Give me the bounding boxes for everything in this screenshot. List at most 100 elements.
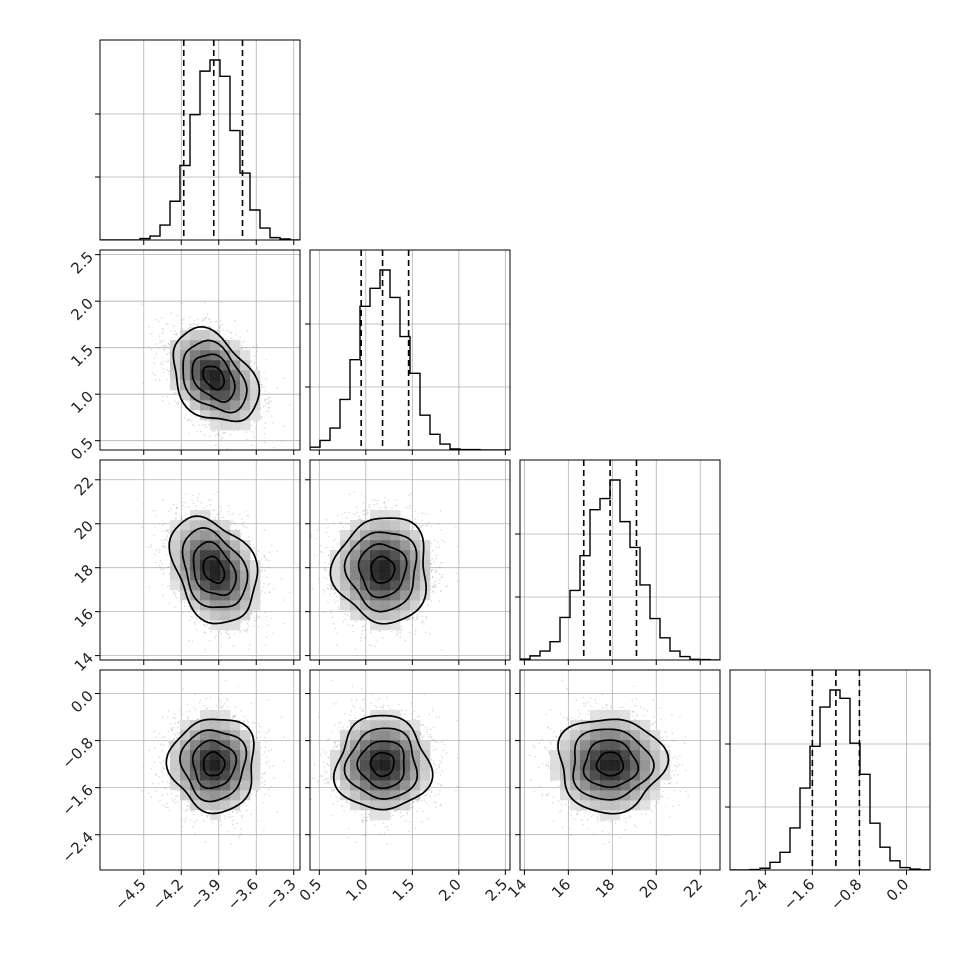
scatter-point (152, 372, 154, 375)
scatter-point (250, 360, 253, 362)
scatter-point (173, 400, 176, 402)
scatter-point (213, 509, 216, 512)
scatter-point (246, 622, 249, 625)
scatter-point (253, 420, 256, 422)
histogram-3 (730, 689, 930, 870)
density-cell (190, 330, 201, 341)
scatter-point (193, 323, 195, 325)
scatter-point (158, 335, 161, 337)
scatter-point (206, 313, 209, 315)
scatter-point (191, 420, 193, 422)
scatter-point (256, 615, 258, 617)
scatter-point (268, 400, 271, 402)
density-cell (250, 380, 261, 391)
density-cell (240, 350, 251, 361)
scatter-point (153, 535, 155, 537)
scatter-point (228, 504, 230, 507)
scatter-point (175, 391, 177, 394)
scatter-point (231, 519, 233, 522)
scatter-point (242, 521, 245, 523)
scatter-point (167, 532, 170, 534)
scatter-point (204, 317, 206, 320)
histogram-0 (100, 59, 300, 240)
scatter-point (261, 451, 263, 453)
scatter-point (158, 320, 160, 323)
scatter-point (183, 605, 186, 607)
scatter-point (158, 564, 161, 567)
scatter-point (165, 530, 167, 532)
scatter-point (214, 517, 217, 519)
scatter-point (165, 344, 167, 347)
scatter-point (196, 629, 198, 631)
scatter-point (208, 325, 211, 328)
scatter-point (270, 415, 273, 417)
density-cell (200, 360, 211, 371)
scatter-point (250, 365, 252, 368)
scatter-point (218, 631, 220, 633)
scatter-point (267, 410, 270, 413)
scatter-point (161, 584, 164, 586)
scatter-point (203, 623, 205, 626)
density-cell (200, 380, 211, 391)
scatter-point (148, 586, 150, 588)
scatter-point (167, 566, 169, 569)
scatter-point (256, 367, 258, 369)
scatter-point (167, 346, 169, 349)
scatter-point (270, 617, 273, 620)
scatter-point (166, 539, 168, 542)
scatter-point (161, 400, 164, 402)
density-cell (170, 370, 181, 381)
scatter-point (221, 323, 224, 326)
scatter-point (265, 359, 268, 361)
scatter-point (158, 523, 160, 525)
scatter-point (162, 542, 165, 544)
scatter-point (256, 345, 258, 348)
scatter-point (155, 353, 158, 355)
density-cell (220, 420, 231, 431)
scatter-point (187, 432, 190, 435)
density-cell (250, 410, 261, 421)
scatter-point (201, 320, 204, 322)
scatter-point (289, 404, 291, 406)
density-cell (240, 420, 251, 431)
scatter-point (241, 347, 243, 350)
scatter-point (242, 524, 244, 527)
panel-grid-0-0 (100, 40, 300, 240)
scatter-point (264, 390, 267, 392)
scatter-point (159, 566, 161, 569)
scatter-point (232, 513, 234, 515)
contour-line (191, 353, 236, 403)
scatter-point (241, 518, 243, 520)
density-cell (220, 340, 231, 351)
scatter-point (253, 619, 256, 622)
scatter-point (196, 323, 199, 325)
density-cell (220, 400, 231, 411)
scatter-point (263, 529, 266, 531)
scatter-point (162, 573, 165, 575)
scatter-point (205, 505, 208, 507)
scatter-point (155, 549, 158, 551)
contour-line (172, 325, 261, 423)
scatter-point (264, 611, 266, 614)
scatter-point (226, 329, 229, 332)
scatter-point (210, 321, 213, 324)
scatter-point (166, 353, 169, 356)
scatter-point (253, 363, 256, 366)
scatter-point (260, 570, 262, 572)
density-cell (190, 390, 201, 401)
scatter-point (174, 606, 176, 608)
scatter-point (220, 645, 223, 648)
density-cell (240, 390, 251, 401)
scatter-point (261, 569, 263, 571)
scatter-point (167, 342, 170, 345)
scatter-point (194, 425, 196, 427)
panel-1-0 (141, 301, 291, 453)
scatter-point (218, 327, 221, 330)
scatter-point (204, 649, 206, 651)
scatter-point (253, 547, 256, 549)
scatter-point (168, 510, 170, 512)
scatter-point (239, 336, 241, 338)
scatter-point (225, 338, 227, 341)
scatter-point (255, 427, 257, 429)
